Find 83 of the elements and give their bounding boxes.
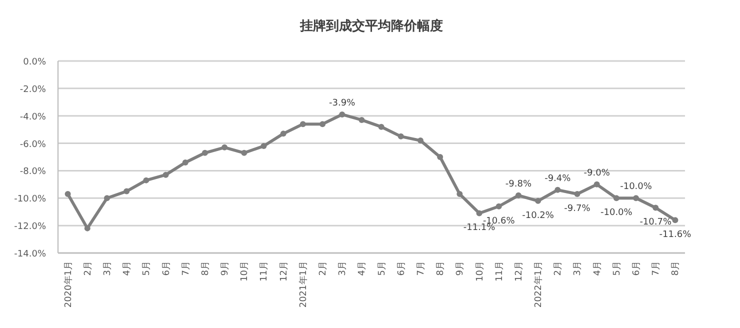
point	[162, 172, 169, 178]
data-label: -10.2%	[522, 210, 554, 221]
data-label: -9.7%	[564, 204, 591, 214]
point	[613, 195, 620, 202]
x-tick-label: 5月	[377, 261, 388, 276]
x-tick-label: 9月	[220, 261, 231, 276]
data-label: -9.8%	[505, 179, 532, 190]
x-tick-label: 11月	[494, 261, 505, 282]
point	[124, 188, 130, 194]
x-tick-label: 3月	[573, 261, 584, 276]
point	[535, 198, 542, 204]
point	[574, 191, 580, 198]
x-tick-label: 12月	[514, 261, 524, 282]
point	[241, 150, 248, 156]
x-tick-label: 6月	[162, 261, 172, 276]
y-tick-label: -12.0%	[14, 222, 46, 232]
x-tick-label: 2月	[318, 261, 329, 276]
x-tick-label: 2020年1月	[62, 261, 74, 308]
x-tick-label: 9月	[456, 261, 466, 276]
point	[515, 192, 522, 198]
point	[652, 204, 659, 211]
x-tick-label: 10月	[240, 261, 250, 282]
x-tick-label: 4月	[122, 261, 133, 276]
point	[222, 144, 228, 150]
x-tick-label: 5月	[142, 261, 152, 276]
chart-title: 挂牌到成交平均降价幅度	[299, 18, 443, 34]
x-tick-label: 5月	[612, 261, 622, 276]
x-tick-label: 8月	[436, 261, 446, 276]
point	[143, 177, 150, 184]
point	[280, 130, 286, 137]
point	[320, 121, 326, 128]
point	[104, 195, 110, 202]
x-tick-label: 6月	[632, 261, 642, 276]
x-tick-label: 6月	[396, 261, 407, 276]
point	[358, 116, 365, 123]
point	[339, 111, 346, 118]
point	[456, 191, 463, 198]
point	[202, 150, 208, 156]
point	[496, 203, 502, 210]
data-label: -9.0%	[584, 168, 610, 178]
x-tick-label: 8月	[200, 261, 211, 276]
x-tick-label: 8月	[671, 261, 682, 276]
y-tick-label: -8.0%	[20, 167, 46, 178]
data-label: -10.0%	[620, 182, 652, 192]
x-tick-label: 2月	[554, 261, 564, 276]
point	[84, 225, 90, 232]
point	[260, 143, 267, 150]
data-label: -3.9%	[329, 98, 356, 108]
point	[594, 181, 600, 188]
x-tick-label: 4月	[358, 261, 368, 276]
y-tick-label: -10.0%	[14, 194, 46, 205]
data-label: -10.0%	[600, 208, 633, 218]
x-tick-label: 7月	[181, 261, 192, 276]
x-tick-label: 12月	[279, 261, 290, 282]
x-tick-label: 4月	[592, 261, 603, 276]
x-tick-label: 10月	[475, 261, 486, 282]
x-tick-label: 3月	[338, 261, 348, 276]
data-label: -9.4%	[544, 174, 572, 184]
point	[378, 124, 384, 130]
x-tick-label: 3月	[102, 261, 113, 276]
point	[398, 133, 404, 140]
point	[300, 121, 306, 128]
y-tick-label: -14.0%	[14, 250, 46, 260]
point	[417, 138, 424, 144]
point	[437, 154, 444, 160]
y-tick-label: 0.0%	[23, 58, 46, 68]
data-label: -10.7%	[640, 218, 672, 228]
x-tick-label: 2月	[83, 261, 94, 276]
x-tick-label: 2022年1月	[533, 261, 544, 308]
x-tick-label: 7月	[416, 261, 426, 276]
x-tick-label: 7月	[652, 261, 662, 276]
data-label: -11.6%	[659, 230, 692, 240]
x-tick-label: 11月	[260, 261, 270, 282]
point	[672, 217, 678, 224]
x-tick-label: 2021年1月	[298, 261, 309, 308]
y-tick-label: -6.0%	[20, 140, 46, 150]
point	[554, 186, 561, 193]
point	[633, 195, 640, 202]
point	[182, 159, 188, 166]
y-tick-label: -2.0%	[20, 84, 46, 95]
point	[476, 210, 482, 216]
y-tick-label: -4.0%	[20, 112, 46, 122]
point	[64, 191, 71, 198]
